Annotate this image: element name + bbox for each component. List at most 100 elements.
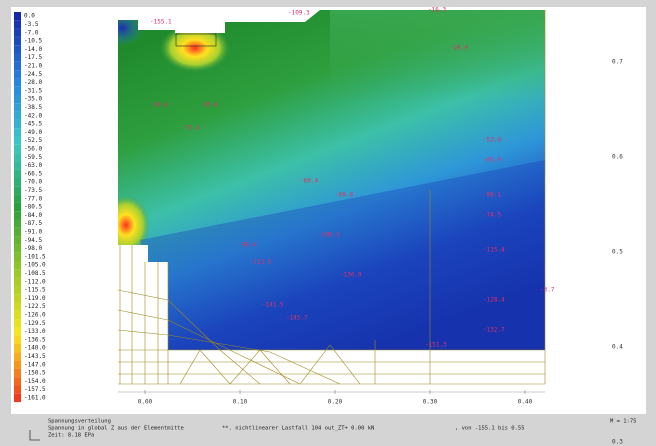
value-label: -59.4: [150, 102, 168, 109]
value-label: -128.4: [483, 297, 505, 304]
legend-swatch: [14, 45, 21, 53]
legend-swatch: [14, 170, 21, 178]
legend-label: -143.5: [24, 353, 46, 360]
value-label: -74.5: [483, 212, 501, 219]
legend-swatch: [14, 294, 21, 302]
value-label: -115.4: [483, 247, 505, 254]
x-tick-label: 0.40: [518, 399, 533, 406]
x-tick-label: 0.00: [138, 399, 153, 406]
legend-label: -70.0: [24, 179, 42, 186]
legend-label: -147.0: [24, 361, 46, 368]
legend-label: -80.5: [24, 204, 42, 211]
legend-swatch: [14, 128, 21, 136]
legend-label: -17.5: [24, 54, 42, 61]
legend-swatch: [14, 37, 21, 45]
value-label: -151.3: [425, 342, 447, 349]
legend-label: -59.5: [24, 154, 42, 161]
footer-time: Zeit: 8.18 EPa: [48, 433, 94, 439]
value-label: -71.4: [182, 125, 200, 132]
legend-swatch: [14, 87, 21, 95]
legend-swatch: [14, 203, 21, 211]
legend-label: -157.5: [24, 386, 46, 393]
legend-swatch: [14, 261, 21, 269]
value-label: -121.5: [250, 259, 272, 266]
value-label: -141.5: [262, 302, 284, 309]
legend-label: -3.5: [24, 21, 39, 28]
legend-swatch: [14, 20, 21, 28]
legend-label: -87.5: [24, 220, 42, 227]
legend-label: -101.5: [24, 253, 46, 260]
legend-label: -52.5: [24, 137, 42, 144]
legend-swatch: [14, 319, 21, 327]
legend-swatch: [14, 137, 21, 145]
footer-range: , von -155.1 bis 0.55: [455, 426, 525, 432]
legend-swatch: [14, 236, 21, 244]
legend-label: -154.0: [24, 378, 46, 385]
footer-description: Spannung in global Z aus der Elementmitt…: [48, 426, 184, 432]
value-label: -53.8: [483, 137, 501, 144]
value-label: -145.7: [286, 315, 308, 322]
legend-swatch: [14, 394, 21, 402]
legend-label: -133.0: [24, 328, 46, 335]
legend-label: -21.0: [24, 62, 42, 69]
screen: 0.0-3.5-7.0-10.5-14.0-17.5-21.0-24.5-28.…: [0, 0, 656, 446]
x-tick-label: 0.20: [328, 399, 343, 406]
legend-swatch: [14, 153, 21, 161]
y-tick-label: 0.6: [612, 154, 623, 161]
legend-label: -119.0: [24, 295, 46, 302]
value-label: -65.8: [200, 102, 218, 109]
x-tick-label: 0.10: [233, 399, 248, 406]
legend-label: -84.0: [24, 212, 42, 219]
legend-label: -150.5: [24, 370, 46, 377]
legend-label: -14.0: [24, 46, 42, 53]
legend-swatch: [14, 336, 21, 344]
value-label: -155.1: [150, 19, 172, 26]
legend-label: -136.5: [24, 336, 46, 343]
legend-label: -31.5: [24, 87, 42, 94]
legend-swatch: [14, 145, 21, 153]
legend-swatch: [14, 78, 21, 86]
legend-label: -49.0: [24, 129, 42, 136]
legend-swatch: [14, 12, 21, 20]
legend-label: -66.5: [24, 170, 42, 177]
legend-swatch: [14, 361, 21, 369]
value-label: -3.7: [540, 287, 555, 294]
fem-viewer: 0.0-3.5-7.0-10.5-14.0-17.5-21.0-24.5-28.…: [0, 0, 656, 446]
legend-swatch: [14, 220, 21, 228]
legend-swatch: [14, 286, 21, 294]
legend-label: -94.5: [24, 237, 42, 244]
value-label: -98.4: [238, 242, 256, 249]
y-tick-label: 0.4: [612, 344, 623, 351]
legend-swatch: [14, 211, 21, 219]
y-tick-label: 0.7: [612, 59, 623, 66]
legend-label: -45.5: [24, 121, 42, 128]
legend-swatch: [14, 386, 21, 394]
legend-label: -7.0: [24, 29, 39, 36]
footer-loadcase: **. nichtlinearer Lastfall 104 out_ZT+ 0…: [222, 426, 374, 432]
legend-swatch: [14, 303, 21, 311]
legend-swatch: [14, 244, 21, 252]
legend-label: -126.0: [24, 311, 46, 318]
legend-label: -35.0: [24, 96, 42, 103]
value-label: -98.1: [483, 192, 501, 199]
legend-swatch: [14, 161, 21, 169]
footer-scale: M = 1:75: [610, 419, 637, 425]
legend-swatch: [14, 278, 21, 286]
value-label: -16.3: [428, 7, 446, 14]
footer-title: Spannungsverteilung: [48, 419, 111, 425]
legend-label: -161.0: [24, 394, 46, 401]
value-label: -28.9: [450, 45, 468, 52]
legend-swatch: [14, 120, 21, 128]
value-label: -109.3: [288, 10, 310, 17]
value-label: -106.2: [318, 232, 340, 239]
legend-label: -10.5: [24, 38, 42, 45]
legend-swatch: [14, 344, 21, 352]
legend-label: -122.5: [24, 303, 46, 310]
legend-swatch: [14, 29, 21, 37]
value-label: -60.4: [300, 178, 318, 185]
value-label: -85.9: [483, 157, 501, 164]
legend-swatch: [14, 269, 21, 277]
legend-label: -105.0: [24, 262, 46, 269]
legend-swatch: [14, 311, 21, 319]
legend-swatch: [14, 369, 21, 377]
